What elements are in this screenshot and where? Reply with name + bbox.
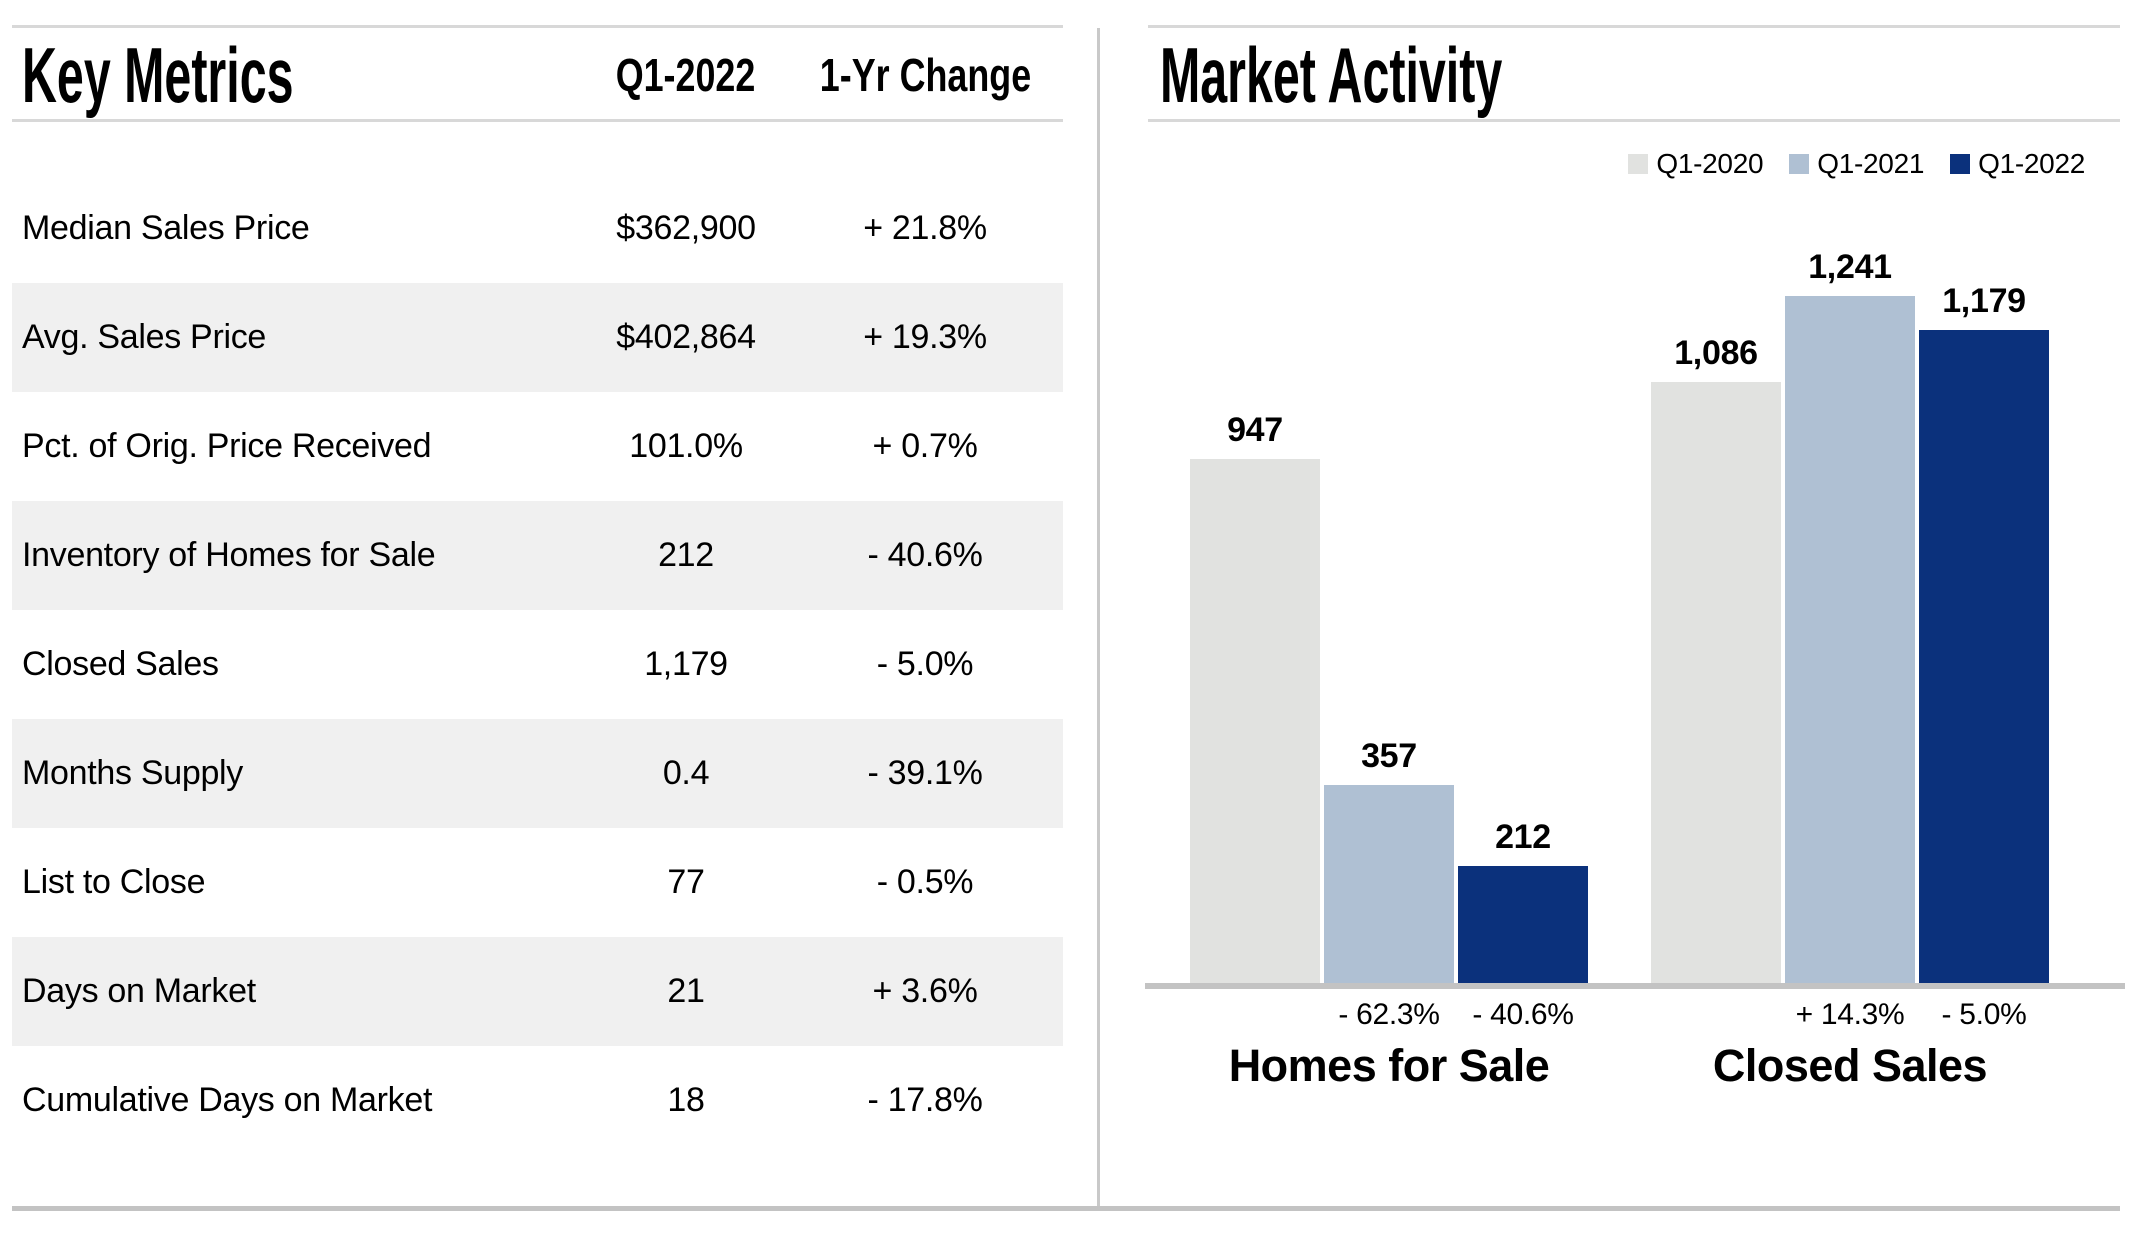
legend-item-q1-2020: Q1-2020: [1628, 148, 1764, 180]
metric-label: Days on Market: [22, 972, 256, 1010]
table-row: Months Supply 0.4 - 39.1%: [12, 719, 1063, 828]
metric-change: + 21.8%: [863, 209, 987, 247]
panel-divider: [1097, 28, 1100, 1208]
bar-q1-2021-homes-for-sale: 357: [1324, 737, 1454, 983]
change-label: - 5.0%: [1941, 998, 2027, 1031]
metric-change: - 40.6%: [867, 536, 983, 574]
bar-q1-2020-closed-sales: 1,086: [1651, 334, 1781, 983]
left-panel-top-rule: [12, 25, 1063, 28]
legend-label: Q1-2020: [1656, 148, 1764, 179]
metric-value: 101.0%: [629, 427, 743, 465]
bar-value-label: 1,241: [1808, 248, 1892, 286]
metric-value: 18: [667, 1081, 705, 1119]
metric-label: List to Close: [22, 863, 206, 901]
table-row: Inventory of Homes for Sale 212 - 40.6%: [12, 501, 1063, 610]
x-axis-line: [1145, 983, 2125, 989]
metric-change: - 17.8%: [867, 1081, 983, 1119]
metric-change: - 0.5%: [876, 863, 974, 901]
metric-value: $402,864: [616, 318, 756, 356]
table-row: Median Sales Price $362,900 + 21.8%: [12, 174, 1063, 283]
legend-swatch-q1-2022: [1950, 154, 1971, 174]
page-bottom-rule: [12, 1206, 2120, 1211]
bar-value-label: 212: [1495, 818, 1551, 856]
table-row: Days on Market 21 + 3.6%: [12, 937, 1063, 1046]
table-row: Cumulative Days on Market 18 - 17.8%: [12, 1046, 1063, 1155]
legend-item-q1-2021: Q1-2021: [1789, 148, 1924, 180]
legend-swatch-q1-2020: [1628, 154, 1649, 174]
bar-value-label: 1,086: [1674, 334, 1758, 372]
market-activity-panel: Market Activity: [1100, 0, 2135, 1236]
metric-change: + 0.7%: [872, 427, 978, 465]
metric-value: 212: [658, 536, 714, 574]
column-header-q1-2022: Q1-2022: [616, 49, 756, 101]
metric-value: 21: [667, 972, 705, 1010]
bar-value-label: 357: [1361, 737, 1417, 775]
bar-q1-2022-homes-for-sale: 212: [1458, 818, 1588, 983]
table-row: List to Close 77 - 0.5%: [12, 828, 1063, 937]
bar-value-label: 1,179: [1942, 282, 2026, 320]
legend-label: Q1-2021: [1817, 148, 1925, 179]
change-label: - 40.6%: [1472, 998, 1574, 1031]
metric-change: + 19.3%: [863, 318, 987, 356]
metric-change: - 39.1%: [867, 754, 983, 792]
metric-value: $362,900: [616, 209, 756, 247]
metric-change: + 3.6%: [872, 972, 978, 1010]
metric-label: Avg. Sales Price: [22, 318, 267, 356]
right-header-bottom-rule: [1148, 119, 2120, 122]
metric-label: Months Supply: [22, 754, 244, 792]
metric-label: Pct. of Orig. Price Received: [22, 427, 432, 465]
change-label: - 62.3%: [1338, 998, 1440, 1031]
table-row: Pct. of Orig. Price Received 101.0% + 0.…: [12, 392, 1063, 501]
metric-value: 0.4: [662, 754, 710, 792]
bar-q1-2022-closed-sales: 1,179: [1919, 282, 2049, 983]
change-label: + 14.3%: [1795, 998, 1905, 1031]
market-activity-title: Market Activity: [1160, 30, 1712, 121]
metric-label: Cumulative Days on Market: [22, 1081, 433, 1119]
bar-value-label: 947: [1227, 411, 1283, 449]
metric-label: Closed Sales: [22, 645, 219, 683]
metric-value: 77: [667, 863, 705, 901]
column-header-1yr-change: 1-Yr Change: [819, 49, 1031, 101]
metric-change: - 5.0%: [876, 645, 974, 683]
key-metrics-table: Median Sales Price $362,900 + 21.8% Avg.…: [12, 174, 1063, 1155]
key-metrics-title-text: Key Metrics: [22, 31, 294, 119]
legend-item-q1-2022: Q1-2022: [1950, 148, 2085, 180]
table-row: Avg. Sales Price $402,864 + 19.3%: [12, 283, 1063, 392]
category-label-closed-sales: Closed Sales: [1712, 1040, 1988, 1091]
right-panel-top-rule: [1148, 25, 2120, 28]
metric-value: 1,179: [644, 645, 728, 683]
category-label-homes-for-sale: Homes for Sale: [1228, 1040, 1550, 1091]
chart-legend: Q1-2020 Q1-2021 Q1-2022: [1628, 148, 2085, 180]
legend-swatch-q1-2021: [1789, 154, 1810, 174]
key-metrics-panel: Key Metrics Q1-2022 1-Yr Change Median S…: [12, 25, 1063, 1155]
bar-chart: 947 357 - 62.3% 212 - 40.6% Homes for Sale 1,0…: [1145, 248, 2125, 1130]
legend-label: Q1-2022: [1978, 148, 2085, 179]
metric-label: Median Sales Price: [22, 209, 310, 247]
bar-q1-2020-homes-for-sale: 947: [1190, 411, 1320, 983]
bar-q1-2021-closed-sales: 1,241: [1785, 248, 1915, 983]
key-metrics-title: Key Metrics: [22, 30, 460, 121]
market-activity-title-text: Market Activity: [1160, 31, 1503, 119]
metric-label: Inventory of Homes for Sale: [22, 536, 436, 574]
left-header-bottom-rule: [12, 119, 1063, 122]
table-row: Closed Sales 1,179 - 5.0%: [12, 610, 1063, 719]
